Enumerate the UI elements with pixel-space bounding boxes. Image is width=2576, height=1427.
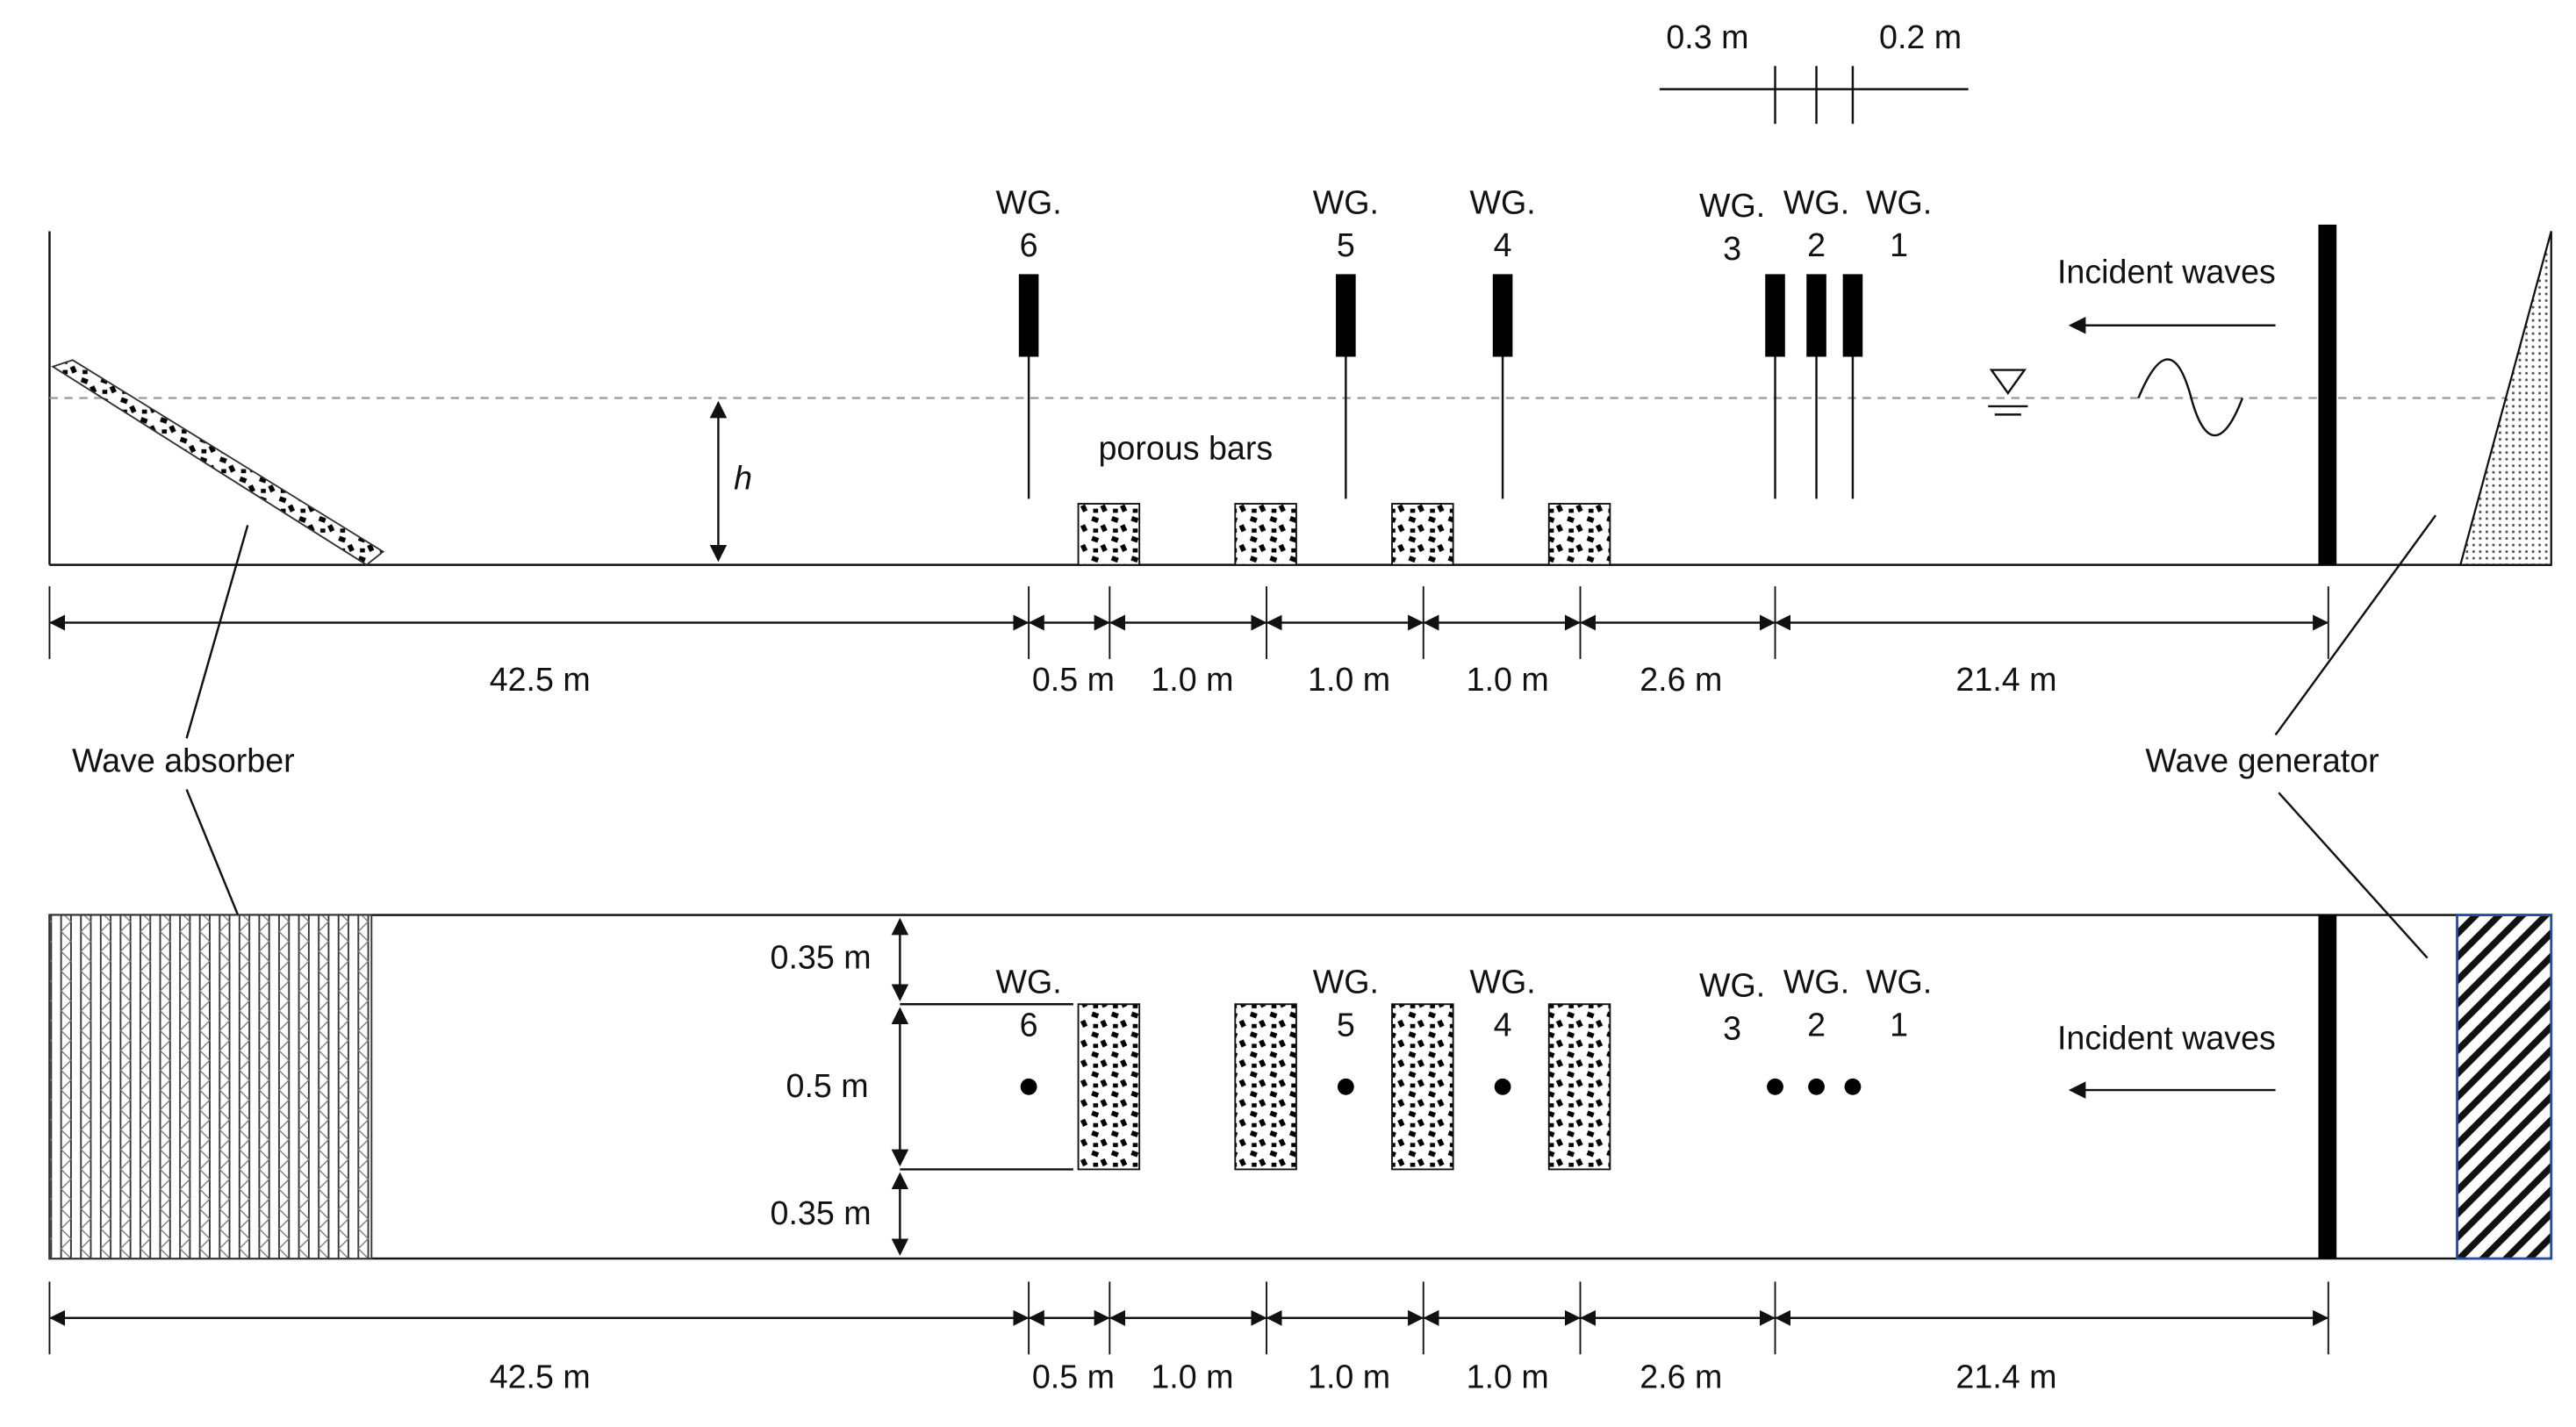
gauge-label: WG. [1866, 964, 1932, 1000]
gauge-number: 4 [1494, 1007, 1512, 1043]
wave-gauge [1765, 274, 1785, 357]
gauge-number: 5 [1337, 226, 1355, 263]
wave-gauge [1336, 274, 1356, 357]
gauge-label: WG. [1783, 183, 1849, 220]
distance-label: 1.0 m [1308, 661, 1390, 698]
gauge-dot [1337, 1078, 1354, 1095]
porous-bar [1547, 1003, 1611, 1171]
distance-label: 1.0 m [1308, 1358, 1390, 1395]
spacing-label: 0.2 m [1879, 18, 1962, 55]
gauge-number: 5 [1337, 1007, 1355, 1043]
callout-label: Wave generator [2145, 742, 2379, 778]
distance-label: 1.0 m [1151, 661, 1233, 698]
incident-label: Incident waves [2057, 253, 2276, 290]
wave-gauge [1806, 274, 1826, 357]
distance-label: 21.4 m [1955, 661, 2056, 698]
porous-bar [1234, 503, 1297, 566]
wave-gauge [1018, 274, 1039, 357]
gauge-number: 4 [1494, 226, 1512, 263]
side-view [48, 66, 2552, 566]
plan-view [48, 914, 2553, 1260]
wave-gauge [1492, 274, 1513, 357]
distance-label: 1.0 m [1467, 661, 1549, 698]
gauge-label: WG. [1469, 964, 1535, 1000]
porous-bar [1077, 1003, 1141, 1171]
gauge-number: 3 [1723, 230, 1741, 267]
gauge-label: WG. [1699, 966, 1765, 1003]
distance-label: 21.4 m [1955, 1358, 2056, 1395]
width-label: 0.5 m [786, 1067, 869, 1104]
gauge-label: WG. [1313, 964, 1379, 1000]
gauge-label: WG. [996, 183, 1062, 220]
porous-label: porous bars [1099, 430, 1274, 467]
width-label: 0.35 m [771, 1194, 872, 1231]
incident-label: Incident waves [2057, 1020, 2276, 1057]
gauge-number: 6 [1020, 1007, 1038, 1043]
gauge-dot [1020, 1078, 1037, 1095]
distance-label: 42.5 m [490, 661, 591, 698]
porous-bar [1077, 503, 1141, 566]
porous-bar [1391, 1003, 1454, 1171]
gauge-label: WG. [1783, 964, 1849, 1000]
gauge-label: WG. [1699, 187, 1765, 224]
gauge-label: WG. [996, 964, 1062, 1000]
gauge-number: 3 [1723, 1009, 1741, 1046]
distance-label: 2.6 m [1640, 661, 1722, 698]
porous-bar [1547, 503, 1611, 566]
gauge-label: WG. [1469, 183, 1535, 220]
distance-label: 42.5 m [490, 1358, 591, 1395]
distance-label: 0.5 m [1032, 1358, 1115, 1395]
distance-label: 1.0 m [1151, 1358, 1233, 1395]
porous-bar [1391, 503, 1454, 566]
gauge-dot [1494, 1078, 1511, 1095]
gauge-number: 2 [1807, 226, 1826, 263]
depth-label: h [734, 460, 752, 497]
wave-gauge [1842, 274, 1863, 357]
gauge-number: 2 [1807, 1007, 1826, 1043]
distance-label: 2.6 m [1640, 1358, 1722, 1395]
gauge-dot [1767, 1078, 1783, 1095]
callout-label: Wave absorber [72, 742, 295, 778]
gauge-number: 1 [1890, 226, 1908, 263]
gauge-label: WG. [1866, 183, 1932, 220]
gauge-number: 6 [1020, 226, 1038, 263]
distance-label: 1.0 m [1467, 1358, 1549, 1395]
gauge-dot [1808, 1078, 1825, 1095]
width-label: 0.35 m [771, 938, 872, 975]
gauge-number: 1 [1890, 1007, 1908, 1043]
distance-label: 0.5 m [1032, 661, 1115, 698]
porous-bar [1234, 1003, 1297, 1171]
gauge-label: WG. [1313, 183, 1379, 220]
spacing-label: 0.3 m [1666, 18, 1748, 55]
gauge-dot [1844, 1078, 1862, 1095]
